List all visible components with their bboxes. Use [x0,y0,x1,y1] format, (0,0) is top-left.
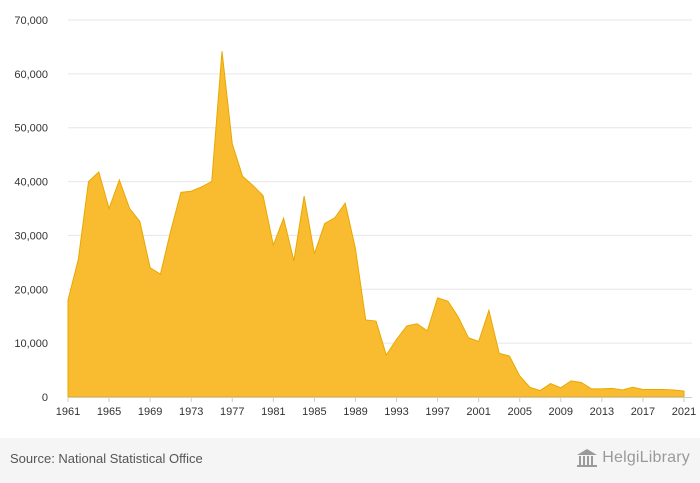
library-building-icon [577,449,598,467]
source-note: Source: National Statistical Office [10,451,203,466]
x-tick-label: 1977 [220,406,244,418]
x-axis: 1961 1965 1969 1973 1977 1981 1985 1989 1993 1997… [56,397,696,418]
area-series [67,51,685,398]
y-tick-label: 30,000 [14,230,48,242]
x-tick-label: 2005 [507,406,531,418]
y-axis: 0 10,000 20,000 30,000 40,000 50,000 60,000 70,… [14,15,48,404]
brand-name: HelgiLibrary [602,449,690,466]
brand-logo[interactable]: HelgiLibrary [576,448,690,468]
x-tick-label: 1981 [261,406,285,418]
x-tick-label: 1961 [56,406,80,418]
x-tick-label: 1993 [384,406,408,418]
y-tick-label: 50,000 [14,123,48,135]
x-tick-label: 1997 [425,406,449,418]
x-tick-label: 1985 [302,406,326,418]
x-tick-label: 2021 [672,406,696,418]
x-tick-label: 1989 [343,406,367,418]
chart-footer: Source: National Statistical Office Helg… [0,438,700,483]
y-tick-label: 20,000 [14,284,48,296]
x-tick-label: 1973 [179,406,203,418]
y-tick-label: 70,000 [14,15,48,27]
x-tick-label: 2017 [631,406,655,418]
area-chart: 0 10,000 20,000 30,000 40,000 50,000 60,000 70,… [14,15,696,418]
x-tick-label: 2001 [466,406,490,418]
x-tick-label: 1965 [97,406,121,418]
y-tick-label: 40,000 [14,177,48,189]
y-tick-label: 10,000 [14,338,48,350]
y-tick-label: 60,000 [14,69,48,81]
x-tick-label: 1969 [138,406,162,418]
x-tick-label: 2009 [549,406,573,418]
y-tick-label: 0 [42,392,48,404]
x-tick-label: 2013 [590,406,614,418]
